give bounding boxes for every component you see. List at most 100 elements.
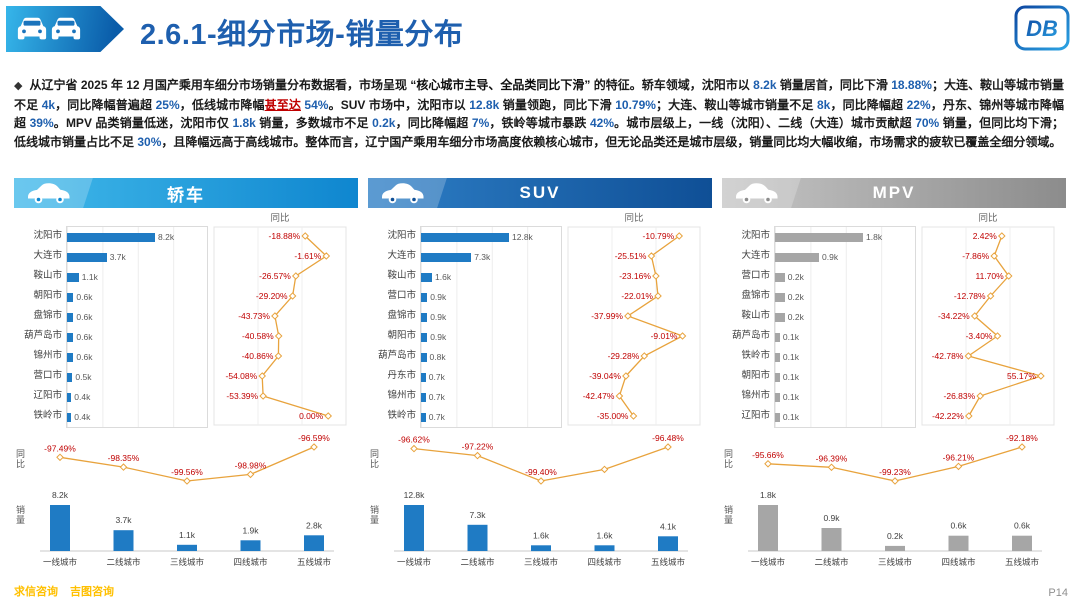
- intro-segment: 7%: [471, 116, 490, 130]
- city-label: 盘锦市: [741, 290, 770, 301]
- city-sales-value: 8.2k: [158, 232, 175, 242]
- city-sales-value: 0.4k: [74, 412, 91, 422]
- city-yoy-column: 同比 -18.88% -1.61% -26.57% -29.20% -43.73% -40.…: [210, 212, 350, 431]
- city-sales-chart: 沈阳市 大连市 营口市 盘锦市 鞍山市 葫芦岛市 铁岭市 朝阳市 锦州市 辽阳市 1.8k 0.9k 0…: [722, 208, 1066, 431]
- city-sales-value: 0.6k: [76, 352, 93, 362]
- city-sales-value: 0.4k: [74, 392, 91, 402]
- city-label: 大连市: [387, 250, 416, 261]
- company-logo: DB: [1014, 5, 1070, 56]
- tier-yoy-axis-title: 同比: [16, 449, 26, 469]
- tier-sales-value: 4.1k: [660, 521, 677, 531]
- svg-text:-40.58%: -40.58%: [242, 331, 274, 341]
- city-label: 盘锦市: [387, 310, 416, 321]
- city-bar-row: 0.9k: [421, 327, 561, 347]
- tier-yoy-value: -92.18%: [1006, 433, 1038, 443]
- tier-sales-value: 0.6k: [1014, 521, 1031, 531]
- svg-text:11.70%: 11.70%: [975, 271, 1004, 281]
- intro-segment: 70%: [915, 116, 940, 130]
- city-label: 锦州市: [741, 390, 770, 401]
- intro-segment: 1.8k: [232, 116, 256, 130]
- tier-yoy-value: -96.59%: [298, 433, 330, 443]
- intro-segment: 30%: [137, 134, 162, 149]
- city-yoy-line-chart: -10.79% -25.51% -23.16% -22.01% -37.99% -9.01…: [567, 226, 701, 426]
- intro-segment: 。城市层级上，一线（沈阳）、二线（大连）城市贡献超: [614, 116, 916, 130]
- yoy-axis-title: 同比: [624, 213, 644, 224]
- city-sales-bar: [775, 232, 863, 242]
- tier-yoy-value: -97.22%: [462, 442, 494, 452]
- panel-suv: SUV 沈阳市 大连市 鞍山市 营口市 盘锦市 朝阳市 葫芦岛市 丹东市 锦州市 铁岭市 12.8k 7…: [368, 178, 712, 575]
- city-label: 沈阳市: [33, 230, 62, 241]
- intro-paragraph: ◆ 从辽宁省 2025 年 12 月国产乘用车细分市场销量分布数据看，市场呈现 “…: [14, 76, 1064, 151]
- svg-text:-29.20%: -29.20%: [256, 291, 288, 301]
- tier-category-label: 三线城市: [524, 557, 559, 567]
- city-sales-value: 0.7k: [428, 392, 445, 402]
- city-bar-row: 0.9k: [421, 287, 561, 307]
- city-sales-value: 0.6k: [76, 292, 93, 302]
- city-bar-row: 7.3k: [421, 247, 561, 267]
- svg-text:-9.01%: -9.01%: [651, 331, 678, 341]
- intro-segment: ，同比降幅普遍超: [55, 97, 156, 112]
- city-bar-row: 0.6k: [67, 327, 207, 347]
- tier-category-label: 一线城市: [751, 557, 786, 567]
- city-yoy-line-chart: -18.88% -1.61%-26.57% -29.20% -43.73% -40.58…: [213, 226, 347, 426]
- intro-segment: 10.79%: [615, 97, 656, 112]
- intro-segment: ，同比降幅超: [395, 116, 472, 130]
- city-label: 大连市: [741, 250, 770, 261]
- page-title: 2.6.1-细分市场-销量分布: [140, 19, 464, 51]
- svg-text:-26.57%: -26.57%: [259, 271, 291, 281]
- city-sales-value: 0.5k: [75, 372, 92, 382]
- tier-yoy-axis-title: 同比: [724, 449, 734, 469]
- tier-combo-chart: 8.2k 一线城市 3.7k 二线城市 1.1k 三线城市 1.9k 四线城市 2.8k 五线城市…: [40, 433, 334, 567]
- svg-text:-35.00%: -35.00%: [597, 411, 629, 421]
- intro-segment: 的特征。轿车领域，沈阳市以: [590, 78, 754, 92]
- city-sales-bar: [421, 232, 509, 242]
- city-label: 鞍山市: [741, 310, 770, 321]
- city-label: 鞍山市: [33, 270, 62, 281]
- car-front-icon: [50, 14, 82, 44]
- intro-segment: ，低线城市降幅: [179, 97, 265, 112]
- tier-sales-value: 8.2k: [52, 490, 69, 500]
- city-label: 葫芦岛市: [731, 330, 770, 341]
- intro-segment: ；大连、鞍山等城市销量不足: [655, 97, 817, 112]
- city-label: 铁岭市: [33, 410, 62, 421]
- city-bar-row: 0.6k: [67, 307, 207, 327]
- city-sales-value: 0.6k: [76, 312, 93, 322]
- tier-yoy-value: -99.56%: [171, 467, 203, 477]
- city-bar-row: 1.8k: [775, 227, 915, 247]
- intro-segment: ，同比降幅超: [830, 97, 907, 112]
- city-bar-row: 0.1k: [775, 347, 915, 367]
- tier-sales-bar: [240, 540, 261, 551]
- city-bar-row: 8.2k: [67, 227, 207, 247]
- city-sales-bar: [421, 252, 472, 262]
- city-sales-value: 0.9k: [430, 292, 447, 302]
- intro-text: 从辽宁省 2025 年 12 月国产乘用车细分市场销量分布数据看，市场呈现 “核…: [14, 78, 1064, 149]
- footer-brand-2: 吉图咨询: [70, 586, 114, 598]
- city-sales-bar: [775, 312, 785, 322]
- panel-title: MPV: [872, 183, 916, 202]
- tier-sales-value: 12.8k: [404, 490, 426, 500]
- city-label: 葫芦岛市: [377, 350, 416, 361]
- city-labels-column: 沈阳市 大连市 营口市 盘锦市 鞍山市 葫芦岛市 铁岭市 朝阳市 锦州市 辽阳市: [722, 226, 774, 431]
- intro-segment: 4k: [41, 97, 56, 112]
- city-bar-row: 0.1k: [775, 327, 915, 347]
- intro-segment: 8.2k: [753, 78, 777, 92]
- svg-text:-39.04%: -39.04%: [589, 371, 621, 381]
- city-sales-bar: [421, 312, 428, 322]
- tier-category-label: 五线城市: [1005, 557, 1040, 567]
- footer: 求信咨询 吉图咨询: [14, 583, 114, 599]
- city-bars-grid: 1.8k 0.9k 0.2k 0.2k 0.2k 0.1k 0.1k 0.1k 0.1k 0.1k: [774, 226, 916, 428]
- city-bar-row: 0.9k: [421, 307, 561, 327]
- city-yoy-column: 同比 -10.79% -25.51% -23.16% -22.01% -37.99% -9.…: [564, 212, 704, 431]
- yoy-axis-title: 同比: [978, 213, 998, 224]
- city-label: 营口市: [387, 290, 416, 301]
- city-label: 辽阳市: [741, 410, 770, 421]
- tier-category-label: 四线城市: [587, 557, 622, 567]
- city-sales-bar: [775, 392, 780, 402]
- svg-text:-42.47%: -42.47%: [583, 391, 615, 401]
- tier-yoy-value: -95.66%: [752, 450, 784, 460]
- city-sales-bar: [67, 332, 74, 342]
- city-label: 铁岭市: [387, 410, 416, 421]
- intro-segment: 销量，多数城市不足: [255, 116, 373, 130]
- panel-sedan: 轿车 沈阳市 大连市 鞍山市 朝阳市 盘锦市 葫芦岛市 锦州市 营口市 辽阳市 铁岭市 8.2k 3.7…: [14, 178, 358, 575]
- intro-segment: 销量居首，同比下滑: [776, 78, 892, 92]
